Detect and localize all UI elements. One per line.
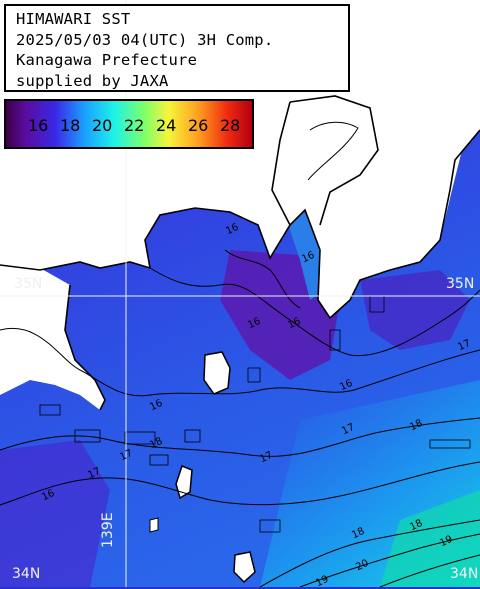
island-small [149, 517, 159, 533]
title-box: HIMAWARI SST 2025/05/03 04(UTC) 3H Comp.… [4, 4, 350, 92]
title-credit: supplied by JAXA [16, 71, 169, 90]
cool-water-area [0, 440, 110, 587]
island-niijima [233, 551, 256, 584]
island-small [442, 2, 478, 16]
lon-label-139e: 139E [100, 512, 116, 548]
lat-label-35n-right: 35N [446, 276, 475, 292]
island-toshima [175, 465, 193, 500]
legend-tick: 22 [124, 116, 145, 135]
color-legend: 16 18 20 22 24 26 28 [4, 99, 254, 149]
lat-label-34n-right: 34N [450, 566, 479, 582]
land-izu-peninsula [0, 260, 105, 410]
land-boso-peninsula [320, 0, 480, 300]
legend-tick: 16 [28, 116, 49, 135]
lat-label-35n-left: 35N [14, 276, 43, 292]
cool-water-area [360, 270, 470, 350]
legend-tick: 24 [156, 116, 177, 135]
lat-label-34n-left: 34N [12, 566, 41, 582]
title-product: HIMAWARI SST [16, 10, 131, 28]
legend-tick: 26 [188, 116, 209, 135]
island-oshima [203, 351, 231, 395]
isotherm-speckle [39, 295, 471, 533]
legend-tick: 28 [220, 116, 241, 135]
warm-water-area [380, 490, 480, 587]
title-datetime: 2025/05/03 04(UTC) 3H Comp. [16, 30, 274, 49]
legend-tick: 18 [60, 116, 81, 135]
title-region: Kanagawa Prefecture [16, 51, 198, 69]
coastline [0, 95, 480, 411]
isotherms [0, 121, 480, 587]
legend-tick: 20 [92, 116, 113, 135]
